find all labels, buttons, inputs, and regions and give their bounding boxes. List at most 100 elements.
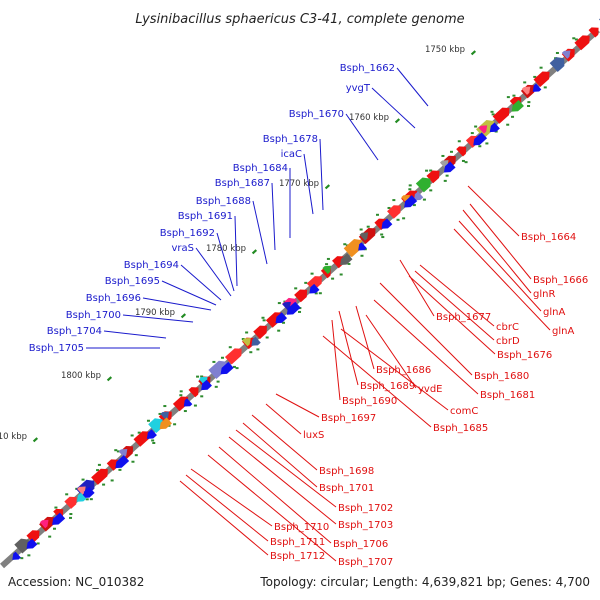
reverse-gene-outer	[322, 265, 332, 275]
track-dot	[402, 217, 406, 220]
track-dot	[81, 478, 85, 481]
track-dot	[146, 419, 150, 422]
track-dot	[408, 188, 412, 191]
reverse-gene	[574, 35, 590, 51]
forward-gene	[220, 361, 234, 375]
reverse-leader-line	[207, 454, 337, 562]
track-dot	[245, 331, 249, 334]
forward-gene-label: Bsph_1695	[105, 276, 160, 287]
forward-gene	[443, 161, 456, 173]
track-dot	[179, 394, 183, 397]
reverse-gene-outer	[77, 486, 86, 495]
reverse-gene-label: Bsph_1706	[333, 539, 388, 550]
track-dot	[27, 554, 31, 557]
track-dot	[347, 262, 351, 265]
track-dot	[387, 206, 391, 209]
reverse-gene-label: Bsph_1698	[319, 466, 374, 477]
reverse-gene-label: Bsph_1707	[338, 557, 393, 568]
track-dot	[318, 292, 322, 295]
reverse-leader-line	[399, 259, 435, 317]
track-dot	[179, 390, 183, 393]
reverse-gene	[26, 530, 40, 544]
track-dot	[118, 468, 122, 471]
reverse-gene-label: comC	[450, 406, 478, 417]
reverse-gene	[91, 468, 108, 485]
reverse-leader-line	[242, 422, 318, 488]
kbp-tick-label: 1750 kbp	[425, 45, 465, 55]
reverse-gene	[588, 27, 599, 38]
reverse-gene-label: Bsph_1710	[274, 522, 329, 533]
reverse-gene	[294, 289, 308, 303]
reverse-leader-line	[179, 480, 269, 556]
forward-gene-label: Bsph_1670	[289, 109, 344, 120]
track-dot	[193, 404, 197, 407]
reverse-gene-outer	[242, 338, 251, 347]
reverse-gene-outer	[478, 125, 488, 134]
reverse-gene-label: Bsph_1689	[360, 381, 415, 392]
reverse-leader-line	[414, 270, 495, 341]
track-dot	[464, 161, 468, 164]
track-dot	[314, 292, 318, 295]
reverse-gene	[253, 325, 267, 340]
track-dot	[69, 513, 73, 516]
forward-gene-label: Bsph_1691	[178, 211, 233, 222]
track-dot	[152, 442, 156, 445]
forward-gene	[183, 398, 193, 407]
forward-leader-line	[371, 87, 416, 129]
reverse-gene-labels: Bsph_1664 Bsph_1666 glnR glnA glnA Bsph_1677c…	[270, 232, 588, 568]
track-dot	[461, 159, 465, 162]
reverse-gene	[172, 396, 189, 412]
track-dot	[574, 38, 578, 41]
forward-gene-label: Bsph_1678	[263, 134, 318, 145]
forward-gene-label: Bsph_1704	[47, 326, 102, 337]
kbp-tick-mark	[106, 376, 113, 382]
track-dot	[265, 336, 269, 339]
track-dot	[235, 367, 239, 370]
track-dot	[216, 380, 220, 383]
track-dot	[65, 493, 69, 496]
track-dot	[200, 375, 204, 378]
reverse-leader-line	[185, 474, 269, 542]
track-dot	[36, 542, 40, 545]
forward-gene-label: icaC	[281, 149, 302, 160]
track-dot	[262, 319, 266, 322]
forward-gene	[201, 379, 212, 391]
kbp-tick-mark	[394, 118, 401, 124]
track-dot	[114, 449, 118, 452]
reverse-gene	[456, 146, 467, 157]
map-title: Lysinibacillus sphaericus C3-41, complet…	[135, 12, 464, 27]
track-dot	[429, 169, 433, 172]
reverse-leader-line	[275, 393, 320, 418]
track-dot	[130, 434, 134, 437]
track-dot	[163, 405, 167, 408]
track-dot	[212, 360, 216, 363]
track-dot	[183, 410, 187, 413]
track-dot	[304, 281, 308, 284]
track-dot	[543, 86, 547, 89]
kbp-tick-mark	[251, 249, 258, 255]
forward-gene	[146, 429, 157, 439]
track-dot	[325, 263, 329, 266]
kbp-tick-mark	[32, 437, 39, 443]
reverse-gene-label: Bsph_1701	[319, 483, 374, 494]
track-dot	[555, 51, 559, 54]
reverse-gene-block	[549, 57, 565, 73]
forward-gene	[159, 417, 172, 430]
reverse-leader-line	[419, 264, 495, 327]
track-dot	[134, 454, 138, 457]
forward-gene	[83, 486, 95, 498]
reverse-gene-label: luxS	[303, 430, 324, 441]
reverse-leader-line	[458, 220, 542, 312]
reverse-gene-label: cbrD	[496, 336, 520, 347]
forward-gene-label: yvgT	[346, 83, 371, 94]
reverse-gene-label: Bsph_1664	[521, 232, 576, 243]
reverse-gene-outer	[118, 449, 128, 458]
track-dot	[137, 431, 141, 434]
kbp-tick-mark	[470, 50, 477, 56]
reverse-gene-outer	[521, 86, 531, 95]
reverse-gene	[533, 71, 550, 87]
track-dot	[173, 423, 177, 426]
reverse-gene	[387, 205, 401, 219]
reverse-leader-line	[379, 282, 473, 376]
reverse-gene-label: Bsph_1697	[321, 413, 376, 424]
